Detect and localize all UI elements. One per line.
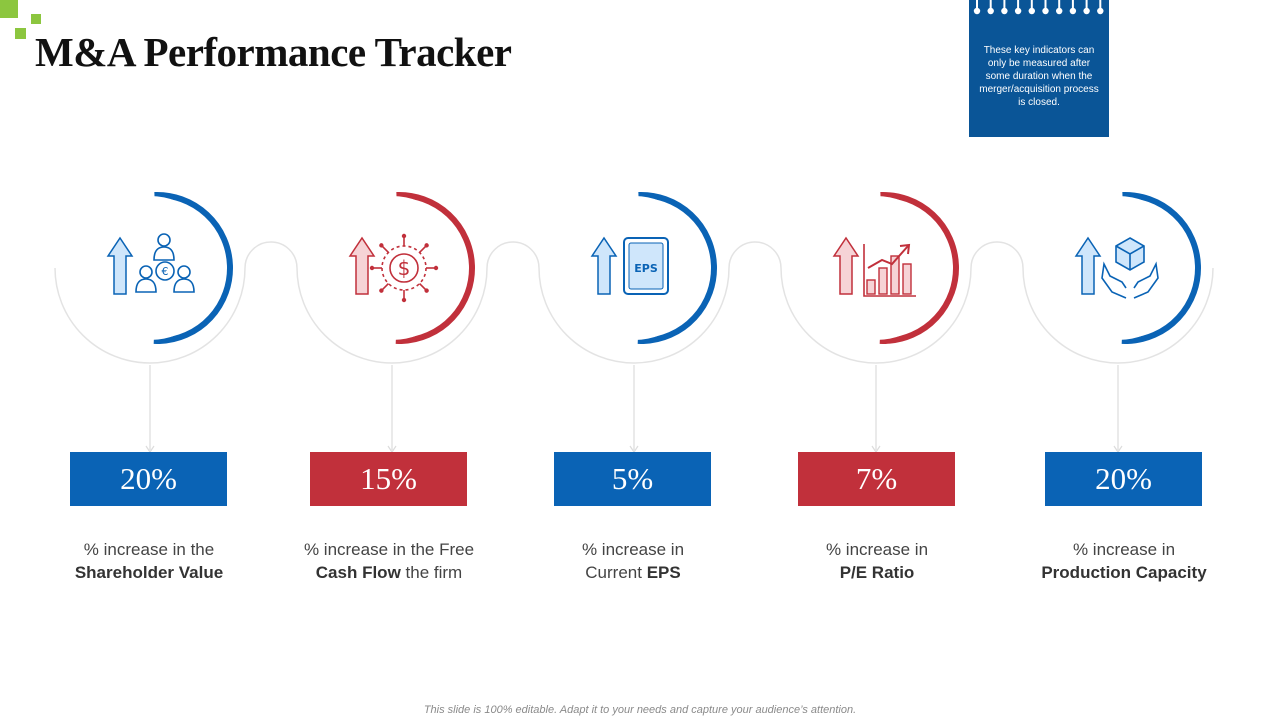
caption-emphasis: EPS [646, 563, 681, 582]
caption-tail: the firm [400, 563, 463, 582]
up-arrow-icon [348, 236, 376, 295]
metric-value-production: 20% [1045, 452, 1202, 506]
corner-accent-small [31, 14, 41, 24]
ring-accent [807, 192, 959, 345]
metric-caption-cash-flow: % increase in the Free Cash Flow the fir… [279, 538, 499, 584]
metric-caption-eps: % increase in Current EPS [523, 538, 743, 584]
caption-line: % increase in [581, 540, 685, 559]
caption-prefix: Current [585, 563, 647, 582]
metric-value-shareholder: 20% [70, 452, 227, 506]
ring-accent [565, 192, 717, 344]
note-card: These key indicators can only be measure… [969, 0, 1109, 137]
metric-caption-production: % increase in Production Capacity [1014, 538, 1234, 584]
metric-caption-shareholder: % increase in the Shareholder Value [39, 538, 259, 584]
page-title: M&A Performance Tracker [35, 29, 512, 75]
cube-in-hands-icon [1074, 236, 1159, 299]
caption-emphasis: Shareholder Value [74, 563, 224, 582]
up-arrow-icon [590, 236, 618, 295]
caption-line: % increase in [1072, 540, 1176, 559]
up-arrow-icon [1074, 236, 1102, 295]
metric-value-pe-ratio: 7% [798, 452, 955, 506]
caption-line: % increase in [825, 540, 929, 559]
corner-accent-large [0, 0, 18, 18]
icon-circle [320, 196, 464, 340]
bar-chart-growth-icon [832, 236, 916, 297]
icon-circle [804, 196, 948, 340]
caption-emphasis: P/E Ratio [839, 563, 915, 582]
svg-text:€: € [162, 265, 169, 278]
caption-line: % increase in the Free [303, 540, 475, 559]
corner-accent-small [15, 28, 26, 39]
svg-text:EPS: EPS [634, 262, 658, 275]
metric-value-eps: 5% [554, 452, 711, 506]
footer-note: This slide is 100% editable. Adapt it to… [423, 704, 857, 716]
up-arrow-icon [832, 236, 860, 295]
note-text: These key indicators can only be measure… [979, 45, 1099, 108]
up-arrow-icon [106, 236, 134, 295]
icon-circle [1046, 196, 1190, 340]
caption-line: % increase in the [83, 540, 215, 559]
binder-pins-icon [973, 0, 1104, 15]
metric-value-cash-flow: 15% [310, 452, 467, 506]
metric-caption-pe-ratio: % increase in P/E Ratio [767, 538, 987, 584]
dollar-cash-flow-icon: $ [348, 233, 439, 303]
ring-accent [323, 192, 475, 344]
wave-connector [54, 241, 1214, 364]
ring-accent [80, 192, 233, 344]
ring-accent [1049, 192, 1201, 344]
caption-emphasis: Cash Flow [315, 563, 401, 582]
shareholders-euro-icon: € [106, 233, 195, 295]
caption-emphasis: Production Capacity [1041, 563, 1207, 582]
eps-document-icon: EPS [590, 236, 669, 295]
svg-text:$: $ [398, 256, 411, 280]
